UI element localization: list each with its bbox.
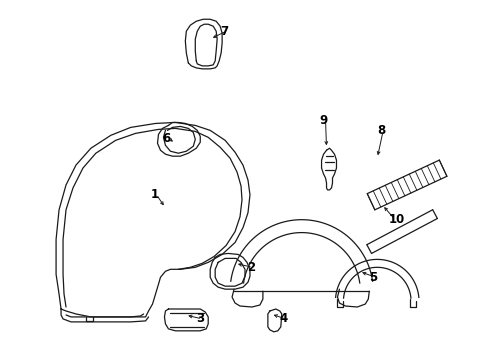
- Text: 5: 5: [369, 271, 377, 284]
- Text: 8: 8: [377, 124, 386, 137]
- Text: 4: 4: [280, 312, 288, 325]
- Text: 7: 7: [220, 24, 228, 38]
- Text: 2: 2: [247, 261, 255, 274]
- Text: 3: 3: [196, 312, 204, 325]
- Text: 1: 1: [150, 188, 159, 201]
- Text: 6: 6: [163, 132, 171, 145]
- Text: 10: 10: [389, 213, 405, 226]
- Text: 9: 9: [319, 114, 328, 127]
